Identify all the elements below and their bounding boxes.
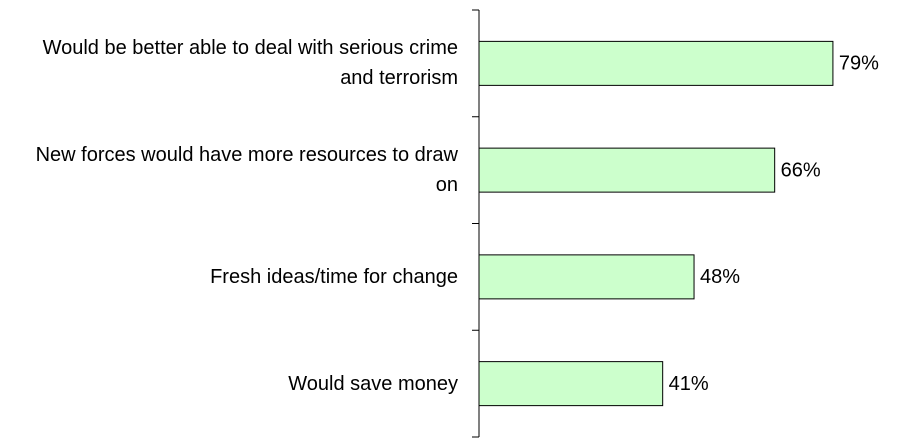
category-label: New forces would have more resources to … (35, 144, 458, 197)
category-label: Would save money (288, 372, 458, 395)
category-label: Would be better able to deal with seriou… (42, 37, 458, 90)
category-label: Fresh ideas/time for change (210, 265, 458, 288)
bar (478, 147, 776, 193)
data-label: 41% (669, 373, 709, 395)
data-label: 48% (700, 266, 740, 288)
bar (478, 40, 834, 86)
bar (478, 254, 695, 300)
bar (478, 361, 664, 407)
data-label: 79% (839, 53, 879, 75)
data-label: 66% (781, 159, 821, 181)
